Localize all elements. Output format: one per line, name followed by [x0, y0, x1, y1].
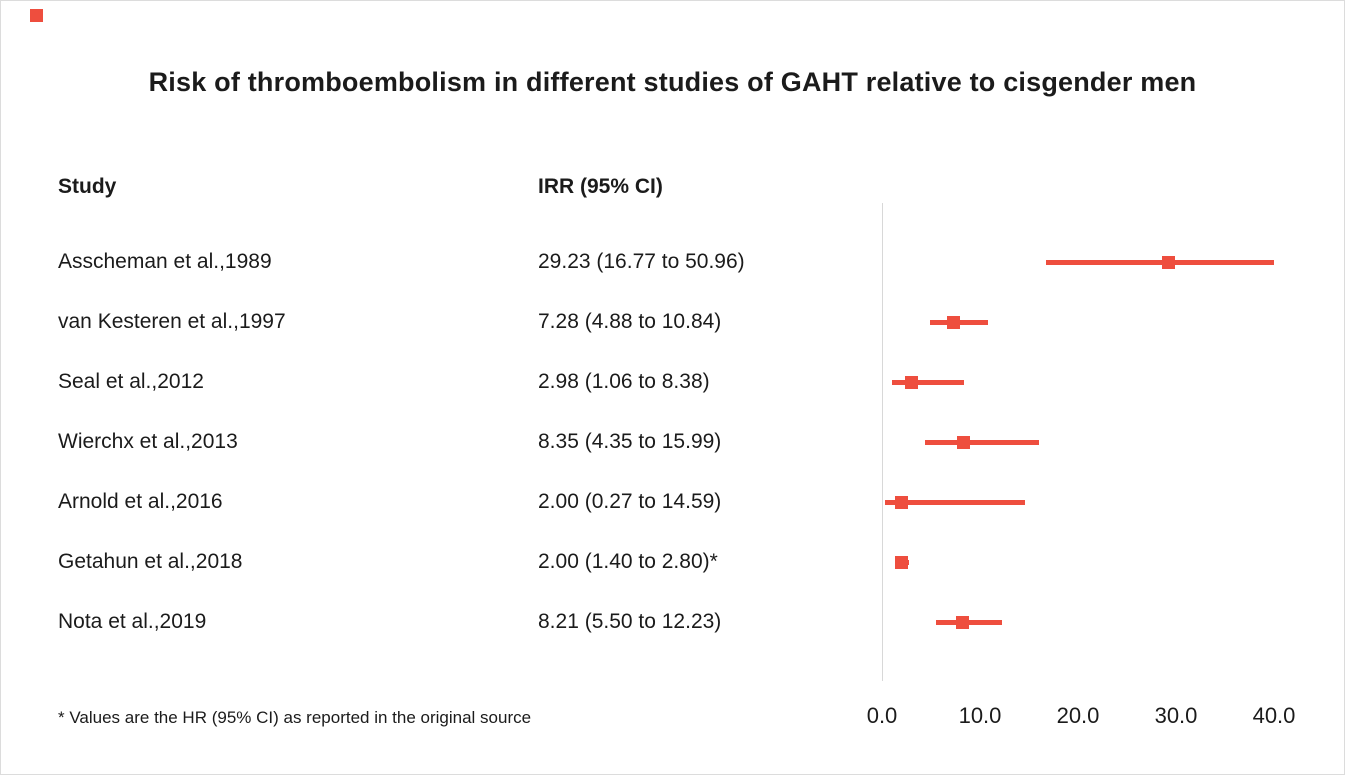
point-marker [946, 315, 960, 329]
x-tick-label: 10.0 [958, 703, 1002, 728]
point-marker [955, 615, 969, 629]
study-column-header: Study [58, 175, 117, 198]
point-marker [957, 435, 971, 449]
ci-line [1046, 259, 1274, 265]
table-row: Arnold et al.,2016 2.00 (0.27 to 14.59) [1, 472, 881, 532]
ci-line [924, 439, 1039, 445]
irr-value: 8.35 (4.35 to 15.99) [538, 430, 722, 453]
irr-value: 2.00 (1.40 to 2.80)* [538, 550, 718, 573]
irr-column-header: IRR (95% CI) [538, 175, 663, 198]
study-name: Getahun et al.,2018 [58, 550, 243, 573]
x-axis: 0.0 10.0 20.0 30.0 40.0 [867, 701, 1296, 731]
study-name: Wierchx et al.,2013 [58, 430, 238, 453]
x-tick-label: 40.0 [1252, 703, 1296, 728]
irr-value: 2.98 (1.06 to 8.38) [538, 370, 710, 393]
ci-line [884, 499, 1025, 505]
forest-plot [882, 203, 1274, 681]
study-name: Seal et al.,2012 [58, 370, 204, 393]
irr-value: 8.21 (5.50 to 12.23) [538, 610, 722, 633]
point-marker [1161, 255, 1175, 269]
study-name: Arnold et al.,2016 [58, 490, 223, 513]
brand-square-icon [30, 9, 43, 22]
point-marker [904, 375, 918, 389]
x-tick-label: 0.0 [866, 703, 898, 728]
x-tick-label: 30.0 [1154, 703, 1198, 728]
irr-value: 2.00 (0.27 to 14.59) [538, 490, 722, 513]
irr-value: 29.23 (16.77 to 50.96) [538, 250, 745, 273]
x-tick-label: 20.0 [1056, 703, 1100, 728]
study-name: van Kesteren et al.,1997 [58, 310, 286, 333]
study-rows: Asscheman et al.,1989 29.23 (16.77 to 50.… [1, 232, 881, 652]
table-row: Asscheman et al.,1989 29.23 (16.77 to 50.… [1, 232, 881, 292]
table-row: Getahun et al.,2018 2.00 (1.40 to 2.80)* [1, 532, 881, 592]
point-marker [895, 555, 909, 569]
irr-value: 7.28 (4.88 to 10.84) [538, 310, 722, 333]
table-row: van Kesteren et al.,1997 7.28 (4.88 to 10… [1, 292, 881, 352]
table-row: Wierchx et al.,2013 8.35 (4.35 to 15.99) [1, 412, 881, 472]
study-name: Nota et al.,2019 [58, 610, 207, 633]
ci-line [892, 379, 965, 385]
study-name: Asscheman et al.,1989 [58, 250, 272, 273]
table-row: Seal et al.,2012 2.98 (1.06 to 8.38) [1, 352, 881, 412]
footnote: * Values are the HR (95% CI) as reported… [58, 708, 532, 727]
page-title: Risk of thromboembolism in different stu… [148, 67, 1197, 97]
column-headers: Study IRR (95% CI) [1, 171, 881, 203]
zero-axis-line [882, 203, 883, 681]
point-marker [895, 495, 909, 509]
table-row: Nota et al.,2019 8.21 (5.50 to 12.23) [1, 592, 881, 652]
